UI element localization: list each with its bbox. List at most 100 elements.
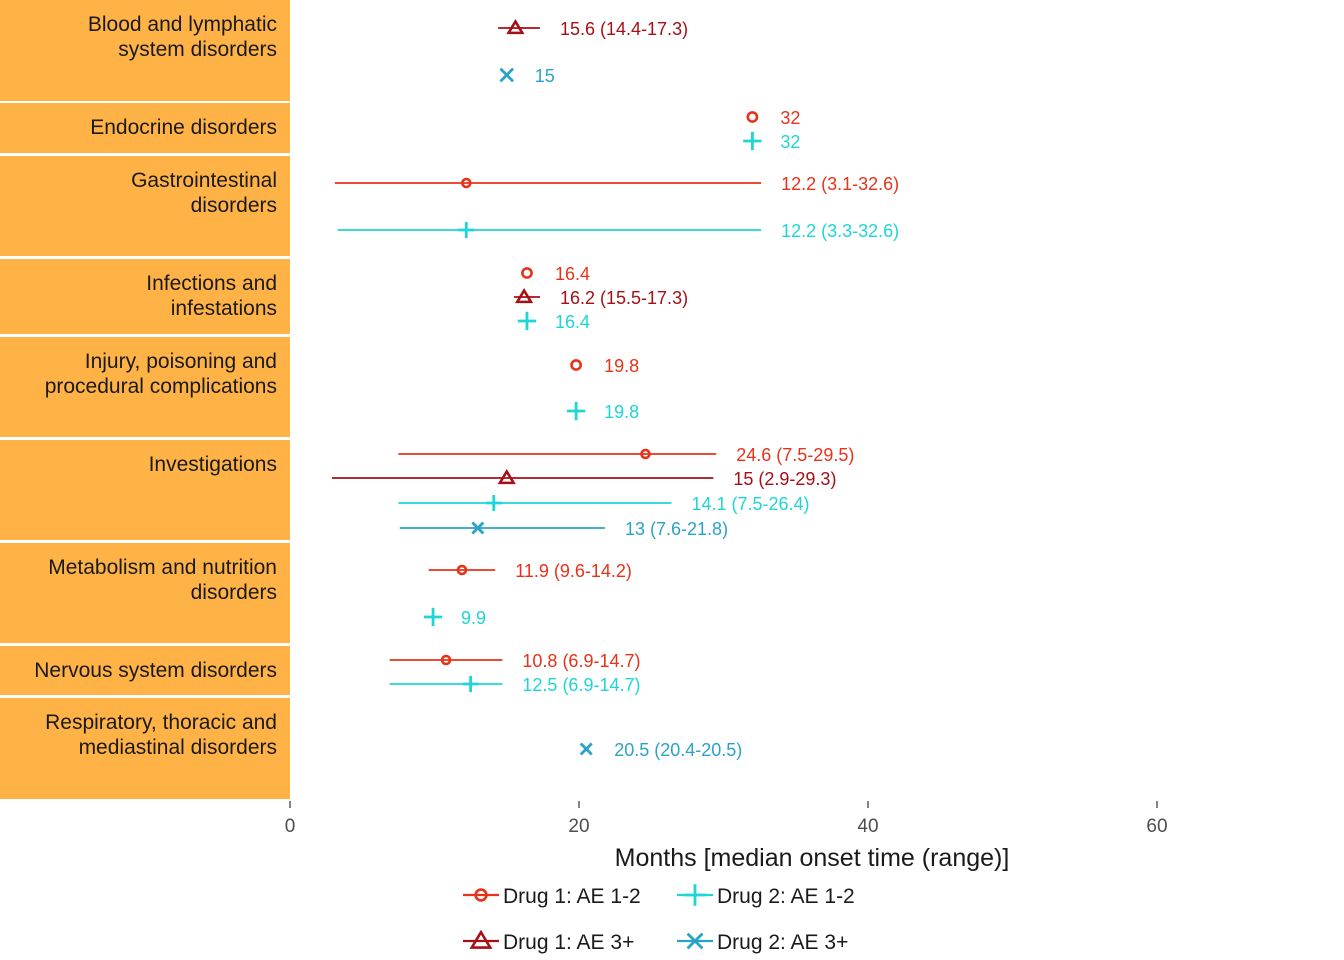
data-label: 19.8 bbox=[604, 402, 639, 422]
circle-marker bbox=[746, 111, 759, 123]
data-label: 11.9 (9.6-14.2) bbox=[515, 561, 632, 581]
circle-marker bbox=[456, 564, 468, 576]
data-label: 20.5 (20.4-20.5) bbox=[614, 740, 742, 760]
category-label-line: procedural complications bbox=[45, 375, 277, 398]
category-label-line: disorders bbox=[191, 194, 277, 217]
category-label-line: Investigations bbox=[149, 453, 277, 476]
data-label: 15 bbox=[535, 66, 555, 86]
data-label: 12.5 (6.9-14.7) bbox=[522, 675, 640, 695]
data-point: 13 (7.6-21.8) bbox=[399, 519, 728, 539]
data-point: 10.8 (6.9-14.7) bbox=[389, 651, 640, 671]
data-label: 10.8 (6.9-14.7) bbox=[522, 651, 640, 671]
category-label: Respiratory, thoracic and mediastinal dis… bbox=[45, 711, 277, 759]
category-label-line: Blood and lymphatic bbox=[88, 13, 277, 36]
data-label: 16.4 bbox=[555, 264, 590, 284]
data-point: 16.4 bbox=[517, 311, 590, 332]
category-strip bbox=[0, 0, 290, 101]
x-marker bbox=[471, 521, 485, 535]
data-label: 15 (2.9-29.3) bbox=[733, 469, 836, 489]
category-label: Infections and infestations bbox=[146, 272, 277, 320]
category-label-line: Nervous system disorders bbox=[34, 659, 277, 682]
circle-marker bbox=[570, 359, 583, 371]
legend: Drug 1: AE 1-2 Drug 2: AE 1-2 Drug 1: AE 3… bbox=[463, 884, 855, 954]
category-label-line: Injury, poisoning and bbox=[85, 350, 277, 373]
data-point: 32 bbox=[746, 108, 800, 128]
plus-marker bbox=[485, 495, 502, 511]
data-label: 14.1 (7.5-26.4) bbox=[691, 494, 809, 514]
triangle-marker bbox=[514, 287, 534, 304]
legend-item: Drug 1: AE 3+ bbox=[463, 929, 634, 954]
category-label: Injury, poisoning and procedural complica… bbox=[45, 350, 277, 398]
legend-label: Drug 2: AE 3+ bbox=[717, 931, 848, 954]
data-point: 15 (2.9-29.3) bbox=[331, 468, 836, 489]
legend-item: Drug 2: AE 1-2 bbox=[677, 884, 855, 908]
x-tick-label: 0 bbox=[285, 816, 296, 837]
circle-marker bbox=[640, 448, 651, 460]
legend-label: Drug 1: AE 1-2 bbox=[503, 885, 641, 908]
data-label: 9.9 bbox=[461, 608, 486, 628]
plus-icon bbox=[684, 884, 706, 906]
data-point: 12.2 (3.1-32.6) bbox=[334, 174, 899, 194]
circle-marker bbox=[460, 177, 472, 189]
legend-item: Drug 1: AE 1-2 bbox=[463, 885, 641, 908]
category-label-line: Respiratory, thoracic and bbox=[45, 711, 277, 734]
category-strip bbox=[0, 698, 290, 799]
category-strip bbox=[0, 156, 290, 256]
data-point: 15 bbox=[499, 66, 555, 86]
data-label: 32 bbox=[780, 108, 800, 128]
plus-marker bbox=[566, 401, 586, 421]
category-strip bbox=[0, 337, 290, 437]
circle-marker bbox=[521, 267, 533, 279]
data-point: 20.5 (20.4-20.5) bbox=[579, 740, 742, 760]
data-point: 19.8 bbox=[570, 356, 639, 376]
x-axis: 0 20 40 60 bbox=[285, 801, 1168, 837]
plus-marker bbox=[458, 222, 475, 238]
plus-marker bbox=[517, 311, 537, 331]
data-label: 12.2 (3.1-32.6) bbox=[781, 174, 899, 194]
data-label: 12.2 (3.3-32.6) bbox=[781, 221, 899, 241]
category-label: Nervous system disorders bbox=[34, 659, 277, 682]
category-strip bbox=[0, 440, 290, 540]
x-tick-label: 20 bbox=[568, 816, 589, 837]
data-point: 16.4 bbox=[521, 264, 590, 284]
category-strip bbox=[0, 259, 290, 334]
data-label: 32 bbox=[780, 132, 800, 152]
x-icon bbox=[686, 932, 704, 950]
plus-marker bbox=[743, 131, 762, 151]
data-label: 19.8 bbox=[604, 356, 639, 376]
category-strip bbox=[0, 103, 290, 153]
category-strip bbox=[0, 543, 290, 643]
legend-label: Drug 2: AE 1-2 bbox=[717, 885, 855, 908]
category-label-line: Metabolism and nutrition bbox=[48, 556, 277, 579]
data-label: 16.2 (15.5-17.3) bbox=[560, 288, 688, 308]
circle-icon bbox=[474, 888, 488, 902]
x-marker bbox=[579, 742, 593, 756]
plus-marker bbox=[462, 676, 479, 692]
data-point: 9.9 bbox=[423, 607, 486, 628]
data-point: 24.6 (7.5-29.5) bbox=[398, 445, 854, 465]
data-label: 13 (7.6-21.8) bbox=[625, 519, 728, 539]
category-label: Metabolism and nutrition disorders bbox=[48, 556, 277, 604]
data-point: 12.5 (6.9-14.7) bbox=[389, 675, 640, 695]
x-tick-label: 60 bbox=[1146, 816, 1167, 837]
category-label-line: mediastinal disorders bbox=[79, 736, 277, 759]
data-label: 16.4 bbox=[555, 312, 590, 332]
triangle-icon bbox=[469, 929, 493, 949]
category-label: Endocrine disorders bbox=[90, 116, 277, 139]
legend-item: Drug 2: AE 3+ bbox=[677, 931, 848, 954]
data-label: 15.6 (14.4-17.3) bbox=[560, 19, 688, 39]
circle-marker bbox=[440, 654, 452, 666]
data-point: 12.2 (3.3-32.6) bbox=[337, 221, 899, 241]
data-point: 16.2 (15.5-17.3) bbox=[513, 287, 688, 308]
triangle-marker bbox=[497, 468, 516, 485]
plus-marker bbox=[423, 607, 443, 627]
category-label-line: disorders bbox=[191, 581, 277, 604]
category-label-line: Endocrine disorders bbox=[90, 116, 277, 139]
data-point: 15.6 (14.4-17.3) bbox=[498, 18, 688, 39]
category-label-line: Infections and bbox=[146, 272, 277, 295]
plot-marks: 15.6 (14.4-17.3) 15 32 32 12.2 (3.1-32.6) 12.… bbox=[331, 18, 899, 760]
category-label: Investigations bbox=[149, 453, 277, 476]
x-marker bbox=[499, 67, 515, 83]
data-point: 14.1 (7.5-26.4) bbox=[398, 494, 810, 514]
category-label: Blood and lymphatic system disorders bbox=[88, 13, 277, 61]
